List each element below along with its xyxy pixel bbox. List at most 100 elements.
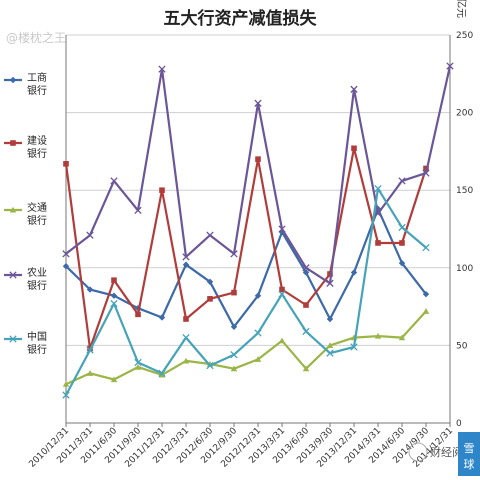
data-point — [182, 253, 190, 261]
data-point — [398, 334, 406, 341]
data-point — [278, 228, 286, 236]
y-tick-label: 200 — [456, 109, 473, 119]
series-line — [64, 147, 428, 350]
data-point — [86, 346, 94, 354]
data-point — [278, 337, 286, 344]
legend-label-line2: 银行 — [27, 279, 47, 292]
wechat-icon — [408, 442, 428, 462]
y-tick-label: 150 — [456, 186, 473, 196]
data-point — [254, 356, 262, 362]
data-point — [63, 161, 69, 167]
data-point — [375, 240, 381, 246]
data-point — [302, 365, 310, 372]
data-point — [231, 289, 237, 296]
data-point — [207, 296, 213, 302]
watermark-top-left: @楼枕之王 — [6, 30, 66, 45]
data-point — [302, 327, 310, 336]
legend-label-line2: 银行 — [27, 147, 47, 160]
data-point — [206, 231, 214, 239]
data-point — [134, 358, 142, 367]
data-point — [398, 259, 406, 267]
y-tick-label: 250 — [456, 31, 473, 41]
grid — [66, 34, 450, 346]
series-3 — [62, 308, 430, 387]
legend-label-line1: 建设 — [27, 134, 47, 147]
data-point — [278, 290, 286, 298]
data-point — [374, 332, 382, 339]
data-point — [302, 264, 310, 272]
badge-bg — [458, 432, 480, 476]
data-point — [86, 231, 94, 239]
y-tick-label: 50 — [456, 341, 468, 351]
y-tick-label: 0 — [456, 419, 462, 429]
legend-label-line2: 银行 — [27, 343, 47, 356]
data-point — [254, 292, 262, 299]
data-point — [230, 323, 238, 330]
data-point — [158, 369, 166, 377]
data-point — [62, 391, 70, 399]
data-point — [183, 316, 189, 322]
legend-label-line2: 银行 — [27, 84, 47, 97]
data-point — [374, 184, 382, 193]
data-point — [159, 187, 165, 193]
data-point — [86, 286, 94, 293]
chart-title: 五大行资产减值损失 — [164, 8, 318, 29]
legend-label-line1: 工商 — [27, 71, 47, 84]
series-group — [62, 62, 454, 399]
badge-text-1: 雪 — [464, 442, 475, 455]
data-point — [326, 342, 334, 348]
series-5 — [62, 184, 430, 399]
data-point — [446, 62, 454, 70]
data-point — [158, 371, 166, 378]
y-tick-label: 100 — [456, 264, 473, 274]
data-point — [279, 286, 285, 293]
data-point — [9, 335, 17, 343]
badge-text-2: 球 — [464, 457, 475, 471]
legend-label-line1: 交通 — [27, 201, 47, 214]
data-point — [62, 250, 70, 258]
data-point — [398, 223, 406, 232]
data-point — [9, 271, 17, 279]
data-point — [230, 365, 238, 372]
series-line — [65, 65, 452, 285]
data-point — [86, 370, 94, 376]
data-point — [230, 351, 238, 359]
data-point — [422, 308, 430, 314]
data-point — [9, 76, 17, 84]
data-point — [326, 315, 334, 323]
data-point — [110, 299, 118, 308]
data-point — [374, 209, 382, 218]
data-point — [326, 279, 334, 287]
data-point — [422, 290, 430, 298]
data-point — [254, 329, 262, 337]
legend-label-line2: 银行 — [27, 214, 47, 227]
data-point — [351, 145, 357, 152]
data-point — [182, 261, 190, 268]
data-point — [350, 85, 358, 93]
data-point — [182, 333, 190, 342]
data-point — [399, 240, 405, 246]
data-point — [350, 343, 358, 351]
data-point — [422, 243, 430, 252]
data-point — [303, 302, 309, 308]
data-point — [110, 177, 118, 185]
data-point — [134, 363, 142, 370]
data-point — [110, 376, 118, 383]
data-point — [110, 292, 118, 299]
data-point — [62, 381, 70, 387]
data-point — [302, 269, 310, 276]
data-point — [206, 361, 214, 370]
data-point — [327, 271, 333, 277]
series-line — [65, 310, 427, 386]
legend-label-line1: 农业 — [27, 266, 47, 279]
data-point — [111, 277, 117, 284]
data-point — [398, 177, 406, 185]
data-point — [9, 206, 17, 213]
